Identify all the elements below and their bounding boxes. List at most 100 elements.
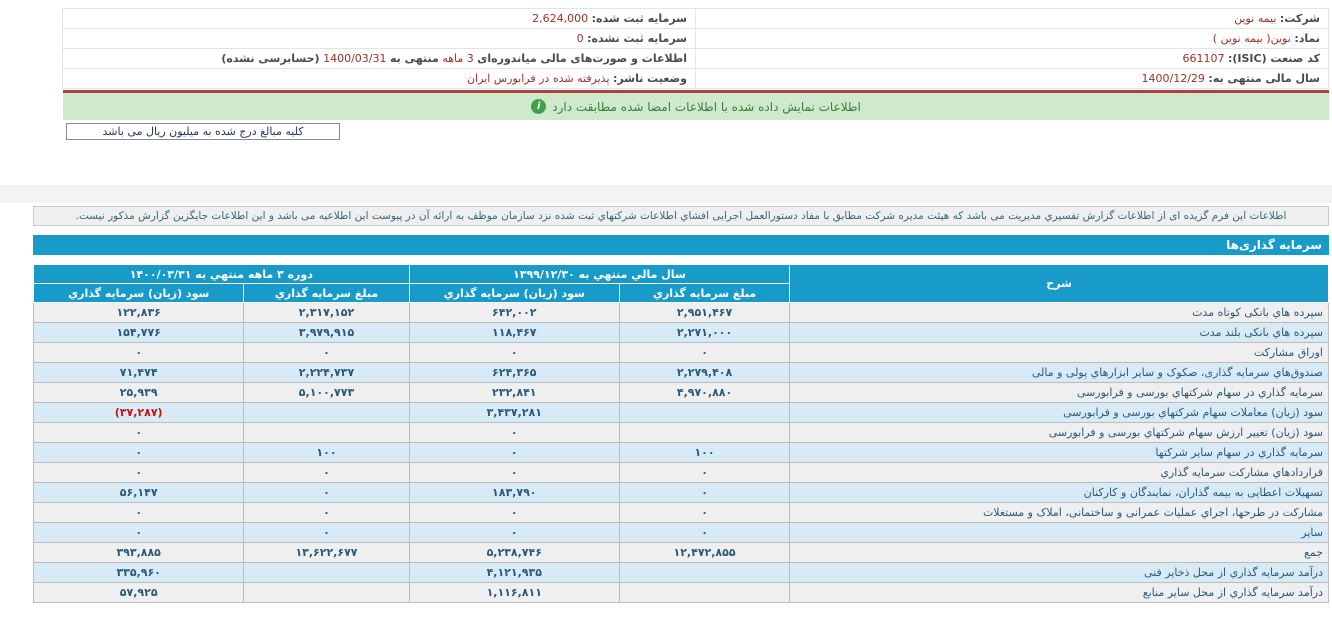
row-label: سرمایه گذاري در سهام سایر شرکتها [789, 442, 1329, 463]
year-amount-cell: ۰ [618, 482, 791, 503]
year-profit-cell: ۶۲۴,۳۶۵ [408, 362, 620, 383]
year-profit-cell: ۰ [408, 462, 620, 483]
period-amount-cell: ۳,۹۷۹,۹۱۵ [243, 322, 410, 343]
fiscal-year-cell: سال مالی منتهی به: 1400/12/29 [695, 68, 1329, 89]
year-amount-cell: ۱۰۰ [618, 442, 791, 463]
row-label: سود (زیان) معاملات سهام شرکتهاي بورسی و … [789, 402, 1329, 423]
period-profit-cell: ۲۵,۹۳۹ [32, 382, 245, 403]
company-info-table: شرکت: بیمه نوین سرمایه ثبت شده: 2,624,00… [62, 8, 1329, 89]
fs-mid: منتهی به [390, 52, 439, 65]
isic-cell: کد صنعت (ISIC): 661107 [695, 48, 1329, 69]
period-amount-cell: ۰ [243, 342, 410, 363]
year-profit-cell: ۱۸۳,۷۹۰ [408, 482, 620, 503]
period-profit-cell: ۰ [32, 462, 245, 483]
notice-bar: اطلاعات این فرم گزیده ای از اطلاعات گزار… [33, 206, 1329, 226]
table-row: درآمد سرمایه گذاري از محل ذخایر فنی ۴,۱۲۱… [32, 562, 1329, 583]
amounts-note-box: کلیه مبالغ درج شده به میلیون ریال می باش… [66, 123, 340, 140]
issuer-status-cell: وضعیت ناشر: پذیرفته شده در فرابورس ایران [62, 68, 696, 89]
table-row: سرمایه گذاري در سهام سایر شرکتها ۱۰۰ ۰ ۱۰۰ ۰ [32, 442, 1329, 463]
year-profit-cell: ۳,۴۳۷,۲۸۱ [408, 402, 620, 423]
year-profit-cell: ۰ [408, 502, 620, 523]
year-profit-cell: ۰ [408, 442, 620, 463]
period-amount-cell: ۱۳,۶۲۲,۶۷۷ [243, 542, 410, 563]
year-profit-cell: ۰ [408, 522, 620, 543]
ticker-label: نماد: [1294, 32, 1320, 45]
row-label: صندوق‌هاي سرمایه گذاری، صکوک و سایر ابزا… [789, 362, 1329, 383]
isic-value: 661107 [1182, 52, 1225, 65]
period-profit-cell: ۰ [32, 442, 245, 463]
isic-label: کد صنعت (ISIC): [1227, 52, 1320, 65]
period-amount-cell [243, 582, 410, 603]
period-amount-cell: ۰ [243, 502, 410, 523]
divider-line [63, 90, 1329, 93]
period-profit-cell: ۷۱,۴۷۴ [32, 362, 245, 383]
financial-statements-cell: اطلاعات و صورت‌های مالی میاندوره‌ای 3 ما… [62, 48, 696, 69]
issuer-status-label: وضعیت ناشر: [613, 72, 687, 85]
period-amount-cell: ۰ [243, 462, 410, 483]
table-header-group-row: شرح سال مالي منتهي به ۱۳۹۹/۱۲/۳۰ دوره ۳ … [33, 264, 1329, 303]
company-row: نماد: نوین( بیمه نوین ) سرمایه ثبت نشده:… [62, 28, 1329, 49]
year-amount-cell: ۰ [618, 462, 791, 483]
table-row: سود (زیان) تغییر ارزش سهام شرکتهاي بورسی… [32, 422, 1329, 443]
period-amount-cell: ۲,۳۱۷,۱۵۲ [243, 302, 410, 323]
year-amount-cell: ۰ [618, 522, 791, 543]
row-label: تسهیلات اعطایی به بیمه گذاران، نمایندگان… [789, 482, 1329, 503]
row-label: سایر [789, 522, 1329, 543]
row-label: سود (زیان) تغییر ارزش سهام شرکتهاي بورسی… [789, 422, 1329, 443]
table-row: اوراق مشارکت ۰ ۰ ۰ ۰ [32, 342, 1329, 363]
year-profit-cell: ۴,۱۲۱,۹۳۵ [408, 562, 620, 583]
column-group-fiscal-year: سال مالي منتهي به ۱۳۹۹/۱۲/۳۰ [408, 264, 791, 284]
table-row: تسهیلات اعطایی به بیمه گذاران، نمایندگان… [32, 482, 1329, 503]
year-profit-cell: ۰ [408, 422, 620, 443]
unregistered-capital-cell: سرمایه ثبت نشده: 0 [62, 28, 696, 49]
column-header-period-profit: سود (زیان) سرمایه گذاري [32, 283, 245, 303]
table-header-sub-row: مبلغ سرمایه گذاري سود (زیان) سرمایه گذار… [32, 283, 1329, 303]
info-icon: i [531, 99, 547, 114]
period-profit-cell: ۰ [32, 422, 245, 443]
row-label: سرمایه گذاري در سهام شرکتهاي بورسی و فرا… [789, 382, 1329, 403]
year-profit-cell: ۲۳۲,۸۴۱ [408, 382, 620, 403]
period-profit-cell: ۱۵۴,۷۷۶ [32, 322, 245, 343]
signed-info-text: اطلاعات نمایش داده شده با اطلاعات امضا ش… [552, 99, 861, 114]
year-amount-cell: ۴,۹۷۰,۸۸۰ [618, 382, 791, 403]
year-amount-cell: ۱۲,۴۷۲,۸۵۵ [618, 542, 791, 563]
unregistered-capital-value: 0 [576, 32, 584, 45]
period-profit-cell: ۰ [32, 522, 245, 543]
ticker-value: نوین( بیمه نوین ) [1212, 32, 1291, 45]
column-header-year-profit: سود (زیان) سرمایه گذاري [408, 283, 620, 303]
table-row: صندوق‌هاي سرمایه گذاری، صکوک و سایر ابزا… [32, 362, 1329, 383]
column-group-period: دوره ۳ ماهه منتهي به ۱۴۰۰/۰۳/۳۱ [33, 264, 410, 284]
period-amount-cell [243, 422, 410, 443]
row-label: مشارکت در طرحها، اجراي عملیات عمرانی و س… [789, 502, 1329, 523]
period-profit-cell: ۳۹۳,۸۸۵ [32, 542, 245, 563]
table-row: سود (زیان) معاملات سهام شرکتهاي بورسی و … [32, 402, 1329, 423]
year-amount-cell: ۰ [618, 342, 791, 363]
company-row: کد صنعت (ISIC): 661107 اطلاعات و صورت‌ها… [62, 48, 1329, 69]
column-header-period-amount: مبلغ سرمایه گذاري [243, 283, 410, 303]
registered-capital-label: سرمایه ثبت شده: [591, 12, 687, 25]
column-header-year-amount: مبلغ سرمایه گذاري [618, 283, 791, 303]
table-row: درآمد سرمایه گذاري از محل سایر منابع ۱,۱۱… [32, 582, 1329, 603]
year-amount-cell [618, 562, 791, 583]
period-profit-cell: ۱۲۲,۸۳۶ [32, 302, 245, 323]
fs-months: 3 ماهه [442, 52, 474, 65]
row-label: قراردادهاي مشارکت سرمایه گذاري [789, 462, 1329, 483]
period-profit-cell: ۰ [32, 502, 245, 523]
row-label: سپرده هاي بانکی بلند مدت [789, 322, 1329, 343]
table-row: مشارکت در طرحها، اجراي عملیات عمرانی و س… [32, 502, 1329, 523]
table-row: سرمایه گذاري در سهام شرکتهاي بورسی و فرا… [32, 382, 1329, 403]
fiscal-year-label: سال مالی منتهی به: [1208, 72, 1320, 85]
row-label: درآمد سرمایه گذاري از محل سایر منابع [789, 582, 1329, 603]
company-name-value: بیمه نوین [1234, 12, 1277, 25]
company-row: سال مالی منتهی به: 1400/12/29 وضعیت ناشر… [62, 68, 1329, 89]
company-name-cell: شرکت: بیمه نوین [695, 8, 1329, 29]
unregistered-capital-label: سرمایه ثبت نشده: [587, 32, 687, 45]
company-row: شرکت: بیمه نوین سرمایه ثبت شده: 2,624,00… [62, 8, 1329, 29]
period-amount-cell: ۰ [243, 522, 410, 543]
toolbar-band [0, 185, 1332, 203]
year-amount-cell [618, 422, 791, 443]
year-amount-cell: ۲,۲۷۹,۴۰۸ [618, 362, 791, 383]
year-amount-cell: ۰ [618, 502, 791, 523]
year-amount-cell: ۲,۹۵۱,۴۶۷ [618, 302, 791, 323]
company-name-label: شرکت: [1279, 12, 1320, 25]
